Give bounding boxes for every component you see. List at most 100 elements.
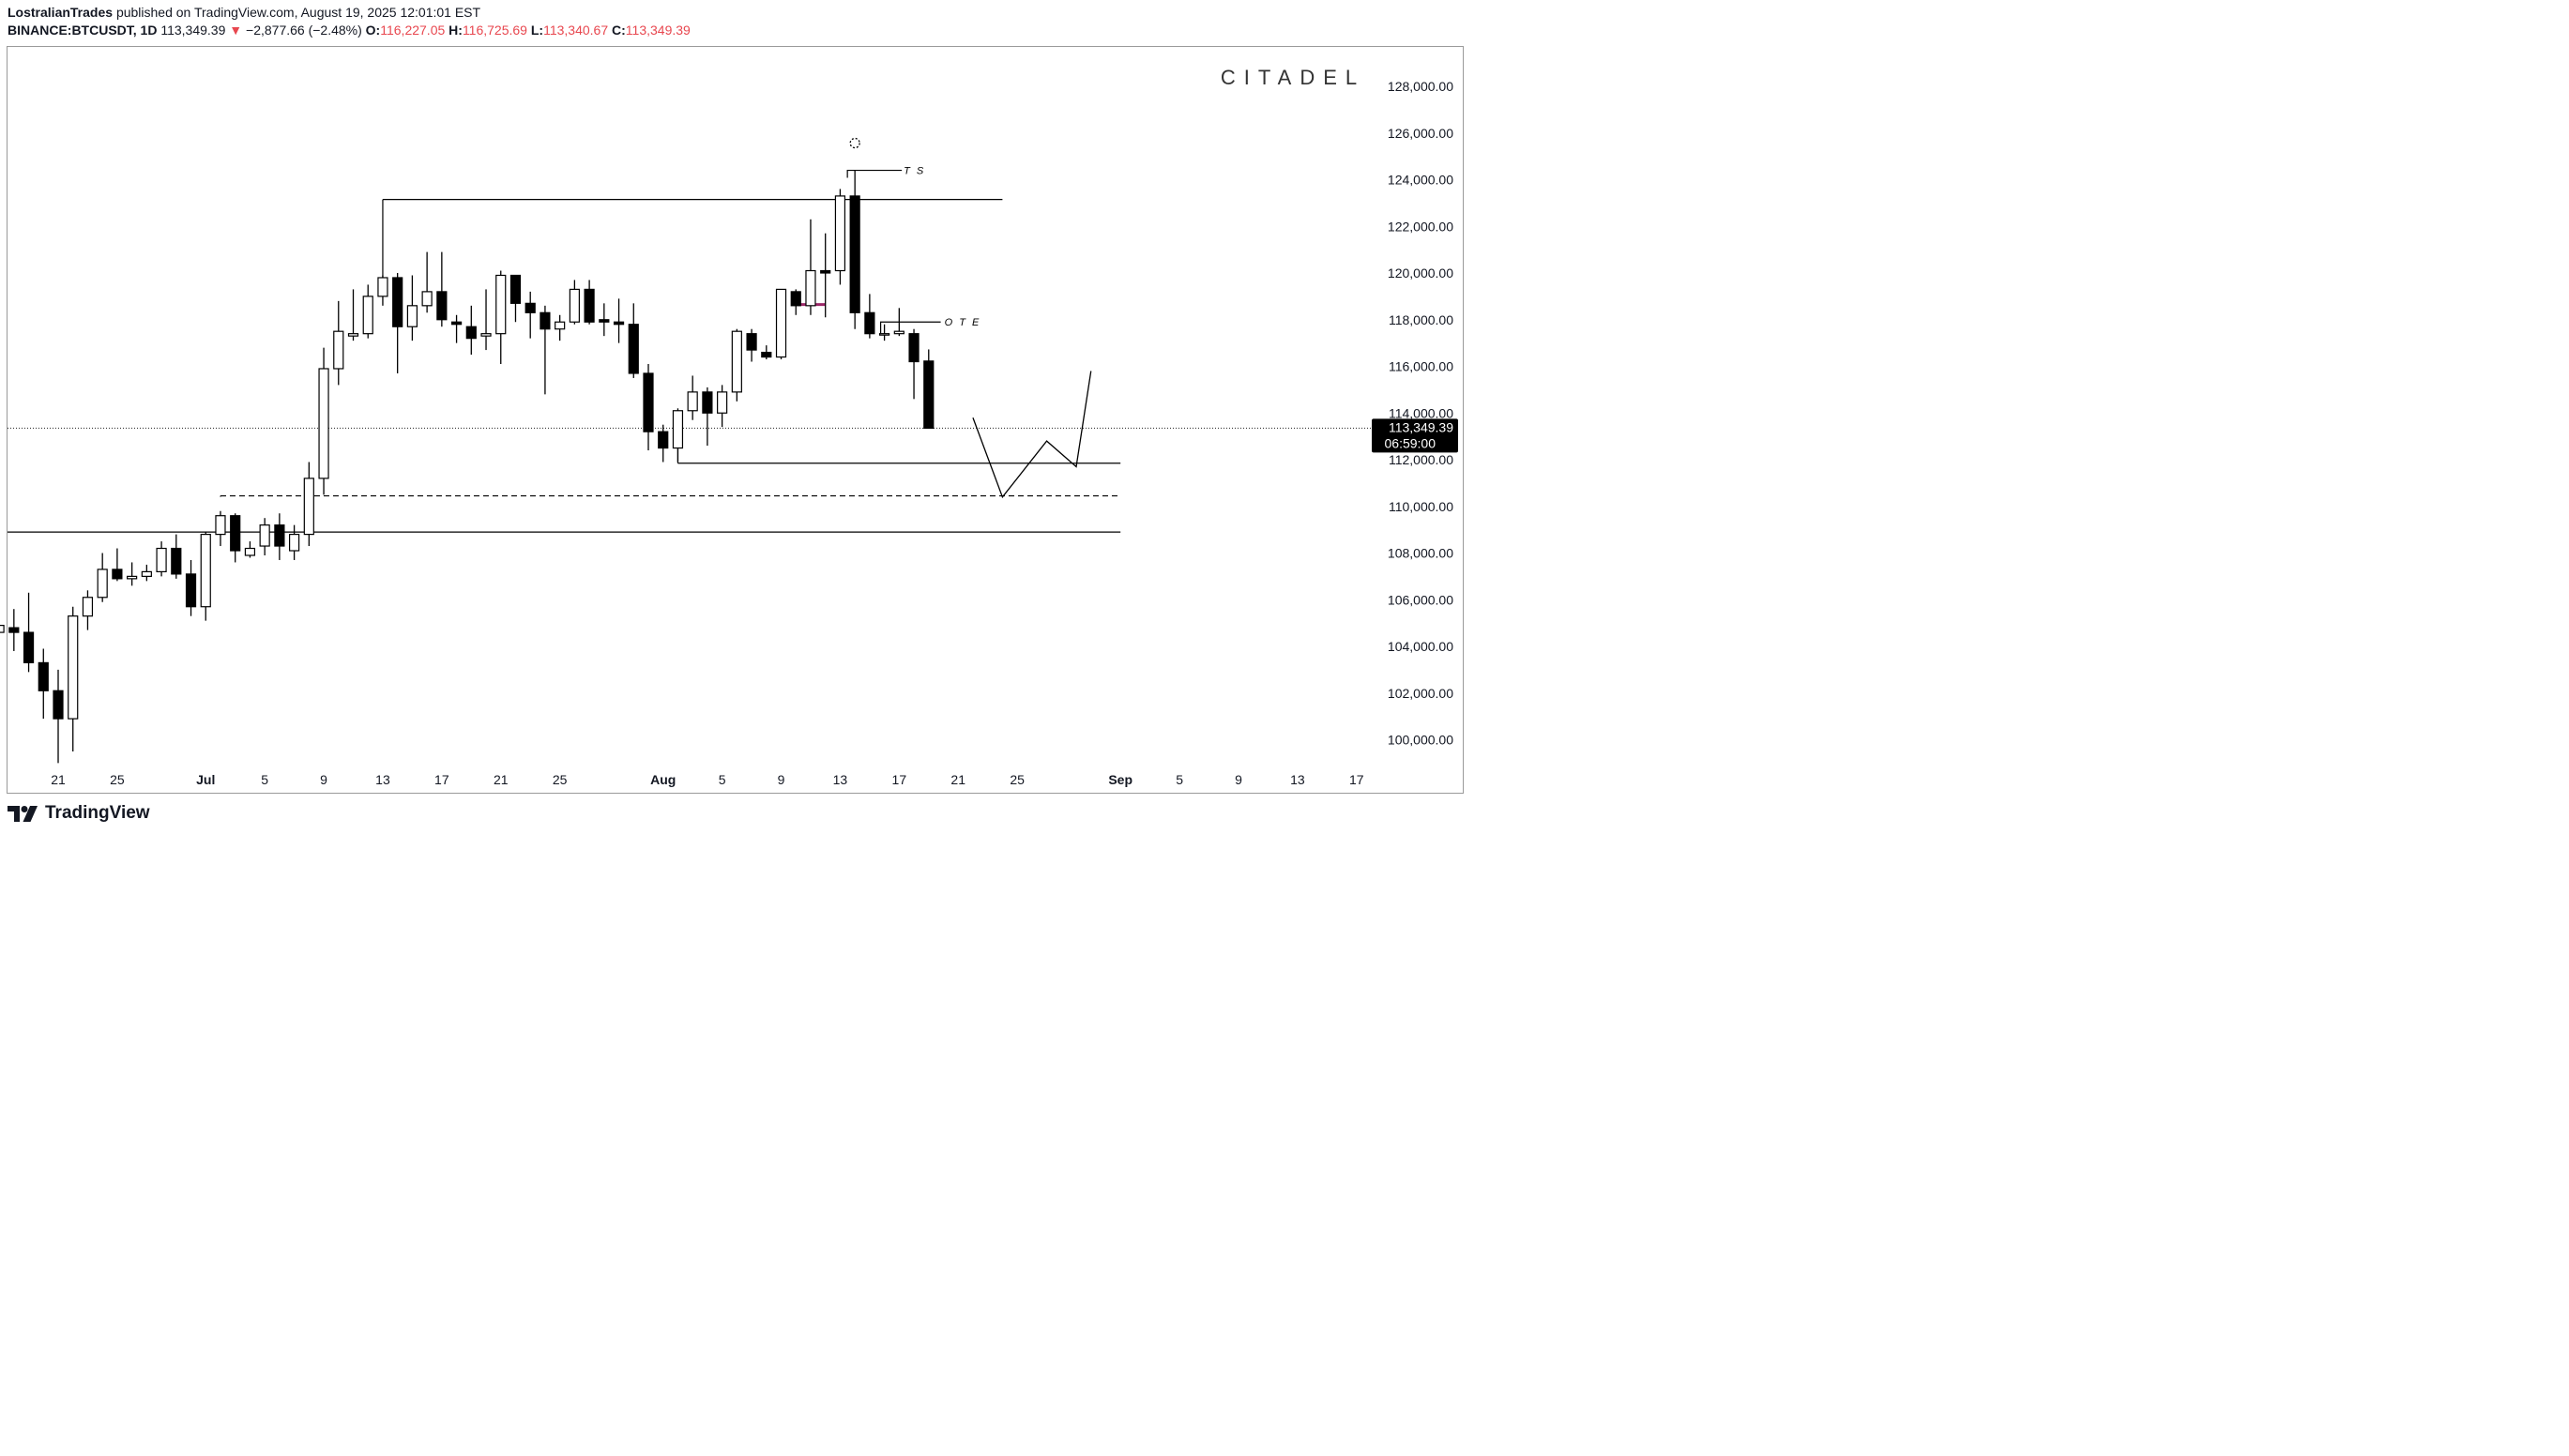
candle-body — [495, 274, 507, 335]
x-tick-label: 25 — [110, 772, 125, 787]
y-tick-label: 104,000.00 — [1388, 639, 1453, 654]
y-tick-label: 106,000.00 — [1388, 592, 1453, 607]
candle — [318, 347, 329, 495]
ohlc-legend: BINANCE:BTCUSDT, 1D 113,349.39 ▼ −2,877.… — [8, 23, 691, 38]
x-tick-label: 17 — [434, 772, 449, 787]
x-tick-label: Sep — [1108, 772, 1132, 787]
candle — [303, 462, 314, 547]
candle — [524, 291, 536, 339]
candle — [540, 305, 551, 395]
candle-body — [141, 570, 152, 577]
candle — [849, 170, 860, 329]
candle-body — [200, 533, 211, 608]
last-price: 113,349.39 — [160, 23, 226, 38]
candle-body — [215, 515, 226, 536]
candle-body — [599, 319, 610, 323]
candle-body — [658, 431, 669, 449]
candle — [289, 524, 300, 560]
candle-body — [908, 333, 920, 363]
candle-body — [171, 547, 182, 575]
candle — [112, 548, 123, 582]
x-tick-label: 21 — [51, 772, 66, 787]
candle-body — [8, 627, 20, 633]
y-tick-label: 108,000.00 — [1388, 546, 1453, 561]
candle — [230, 513, 241, 563]
ts-marker-line — [846, 169, 903, 178]
price-chart[interactable]: CITADEL 128,000.00 126,000.00 124,000.00 122… — [0, 0, 1471, 834]
candle-body — [613, 321, 625, 326]
candle-body — [421, 291, 433, 307]
candle-body — [702, 391, 713, 414]
candle — [200, 532, 211, 621]
x-tick-label: 13 — [833, 772, 848, 787]
y-tick-label: 114,000.00 — [1389, 405, 1453, 420]
candle — [127, 562, 138, 586]
open-value: 116,227.05 — [380, 23, 446, 38]
candle — [495, 270, 507, 365]
x-tick-label: 25 — [553, 772, 568, 787]
candle — [628, 303, 639, 378]
candle — [908, 328, 920, 400]
candle — [805, 219, 816, 315]
candle — [820, 233, 831, 318]
candle-body — [465, 326, 477, 340]
candle — [893, 308, 904, 337]
high-value: 116,725.69 — [462, 23, 527, 38]
x-tick-label: 5 — [719, 772, 726, 787]
candle — [480, 289, 492, 351]
candle — [687, 375, 698, 420]
candle — [333, 300, 344, 386]
candle-body — [731, 330, 742, 393]
candle — [643, 364, 654, 451]
x-tick-label: 5 — [1176, 772, 1183, 787]
author-name[interactable]: LostralianTrades — [8, 5, 114, 20]
y-tick-label: 100,000.00 — [1388, 733, 1453, 748]
x-tick-label: 17 — [892, 772, 907, 787]
candle — [141, 564, 152, 582]
price-tag-countdown: 06:59:00 — [1385, 435, 1437, 450]
projection-path — [972, 371, 1092, 499]
x-tick-label: 9 — [1235, 772, 1242, 787]
candle-body — [156, 547, 167, 573]
candle — [0, 625, 5, 633]
candle — [731, 328, 742, 402]
x-tick-label: 21 — [950, 772, 965, 787]
candle — [923, 349, 935, 430]
candle-body — [53, 690, 64, 720]
candle-body — [347, 333, 359, 337]
candle — [834, 189, 846, 285]
candle-body — [746, 333, 757, 351]
close-label: C: — [612, 23, 626, 38]
candle-body — [849, 195, 860, 313]
candle — [864, 294, 875, 339]
candle — [8, 609, 20, 651]
candle — [377, 275, 388, 306]
candle-body — [450, 321, 463, 326]
candle-body — [643, 372, 654, 432]
candle-body — [392, 277, 403, 327]
candle — [82, 590, 94, 630]
candle — [215, 510, 226, 547]
watermark-text: CITADEL — [1221, 66, 1365, 89]
footer-brand[interactable]: TradingView — [45, 803, 150, 823]
candle — [185, 559, 197, 616]
candle — [23, 592, 35, 673]
candle — [658, 424, 669, 463]
candle — [68, 606, 79, 751]
candle-body — [790, 291, 801, 307]
candle — [509, 274, 522, 323]
candle — [672, 408, 684, 463]
candle — [775, 288, 787, 360]
candle — [156, 541, 167, 577]
symbol-label[interactable]: BINANCE:BTCUSDT, 1D — [8, 23, 158, 38]
candle — [347, 289, 359, 341]
candle-body — [377, 277, 388, 297]
y-tick-label: 116,000.00 — [1389, 359, 1453, 374]
candle-body — [878, 333, 890, 336]
annotations: T S O T E — [8, 137, 1372, 533]
candle-body — [717, 391, 728, 414]
ote-marker-line — [879, 321, 941, 334]
candle — [421, 251, 433, 313]
candle-body — [555, 321, 566, 330]
